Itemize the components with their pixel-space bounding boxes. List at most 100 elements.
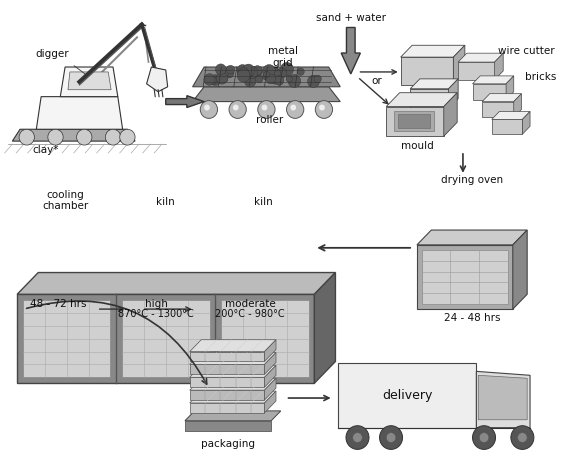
Circle shape	[263, 73, 269, 80]
Polygon shape	[190, 340, 276, 351]
Circle shape	[204, 73, 215, 85]
Circle shape	[105, 129, 121, 145]
Polygon shape	[492, 111, 530, 119]
Polygon shape	[68, 72, 111, 90]
Circle shape	[77, 129, 92, 145]
Polygon shape	[12, 129, 135, 141]
Polygon shape	[341, 28, 361, 74]
Polygon shape	[193, 67, 340, 87]
Circle shape	[472, 426, 496, 449]
Polygon shape	[264, 378, 276, 400]
Polygon shape	[494, 53, 503, 80]
Circle shape	[237, 65, 248, 76]
Text: 200°C - 980°C: 200°C - 980°C	[215, 309, 285, 319]
Polygon shape	[338, 364, 476, 428]
Polygon shape	[264, 340, 276, 361]
Polygon shape	[190, 403, 264, 413]
Circle shape	[243, 67, 253, 78]
Polygon shape	[506, 76, 514, 100]
Polygon shape	[190, 377, 264, 387]
Circle shape	[280, 62, 294, 76]
Circle shape	[286, 101, 304, 118]
Text: metal
grid: metal grid	[268, 46, 298, 68]
Text: wire cutter: wire cutter	[498, 46, 555, 56]
Circle shape	[237, 69, 250, 82]
Polygon shape	[23, 300, 111, 377]
Polygon shape	[185, 421, 271, 431]
Circle shape	[346, 426, 369, 449]
Polygon shape	[17, 272, 336, 294]
Circle shape	[273, 68, 279, 74]
Polygon shape	[417, 245, 513, 309]
Polygon shape	[166, 95, 204, 108]
Text: packaging: packaging	[201, 439, 255, 449]
Polygon shape	[454, 45, 465, 85]
Circle shape	[274, 75, 284, 85]
Circle shape	[319, 104, 325, 110]
Polygon shape	[394, 111, 434, 131]
Circle shape	[315, 101, 333, 118]
Text: clay*: clay*	[33, 145, 59, 155]
Polygon shape	[448, 79, 458, 109]
Text: 48 - 72 hrs: 48 - 72 hrs	[29, 299, 86, 309]
Polygon shape	[36, 97, 122, 129]
Polygon shape	[264, 366, 276, 387]
Polygon shape	[482, 102, 514, 117]
Text: 870°C - 1300°C: 870°C - 1300°C	[119, 309, 194, 319]
Circle shape	[307, 75, 319, 88]
Circle shape	[263, 65, 276, 78]
Polygon shape	[401, 45, 465, 57]
Polygon shape	[190, 390, 264, 400]
Circle shape	[246, 66, 258, 79]
Polygon shape	[60, 67, 118, 97]
Text: drying oven: drying oven	[442, 175, 503, 184]
Text: high: high	[145, 299, 168, 309]
Circle shape	[258, 101, 275, 118]
Text: delivery: delivery	[382, 389, 433, 402]
Circle shape	[224, 68, 234, 78]
Circle shape	[386, 432, 396, 443]
Text: kiln: kiln	[156, 197, 175, 207]
Polygon shape	[476, 371, 530, 428]
Circle shape	[244, 75, 256, 87]
Circle shape	[233, 104, 239, 110]
Circle shape	[266, 74, 276, 84]
Circle shape	[220, 68, 229, 77]
Polygon shape	[410, 79, 458, 89]
Circle shape	[261, 104, 268, 110]
Polygon shape	[492, 119, 522, 134]
Polygon shape	[190, 378, 276, 390]
Text: cooling
chamber: cooling chamber	[42, 190, 88, 211]
Circle shape	[229, 101, 246, 118]
Circle shape	[204, 104, 210, 110]
Circle shape	[264, 72, 269, 78]
Polygon shape	[17, 294, 314, 383]
Polygon shape	[386, 107, 444, 136]
Circle shape	[120, 129, 135, 145]
Circle shape	[256, 75, 263, 83]
Polygon shape	[514, 94, 522, 117]
Circle shape	[286, 76, 293, 82]
Polygon shape	[513, 230, 527, 309]
Circle shape	[314, 75, 321, 83]
Polygon shape	[190, 351, 264, 361]
Polygon shape	[410, 89, 448, 109]
Polygon shape	[458, 62, 494, 80]
Text: sand + water: sand + water	[316, 13, 386, 22]
Polygon shape	[444, 93, 457, 136]
Circle shape	[272, 67, 278, 74]
Polygon shape	[190, 352, 276, 365]
Circle shape	[48, 129, 63, 145]
Polygon shape	[190, 365, 264, 374]
Polygon shape	[190, 391, 276, 403]
Text: roller: roller	[256, 115, 283, 125]
Circle shape	[253, 66, 262, 75]
Text: or: or	[371, 76, 382, 86]
Polygon shape	[482, 94, 522, 102]
Text: 24 - 48 hrs: 24 - 48 hrs	[445, 313, 501, 323]
Polygon shape	[185, 411, 281, 421]
Polygon shape	[147, 67, 168, 92]
Circle shape	[297, 68, 304, 75]
Polygon shape	[422, 250, 508, 304]
Circle shape	[379, 426, 403, 449]
